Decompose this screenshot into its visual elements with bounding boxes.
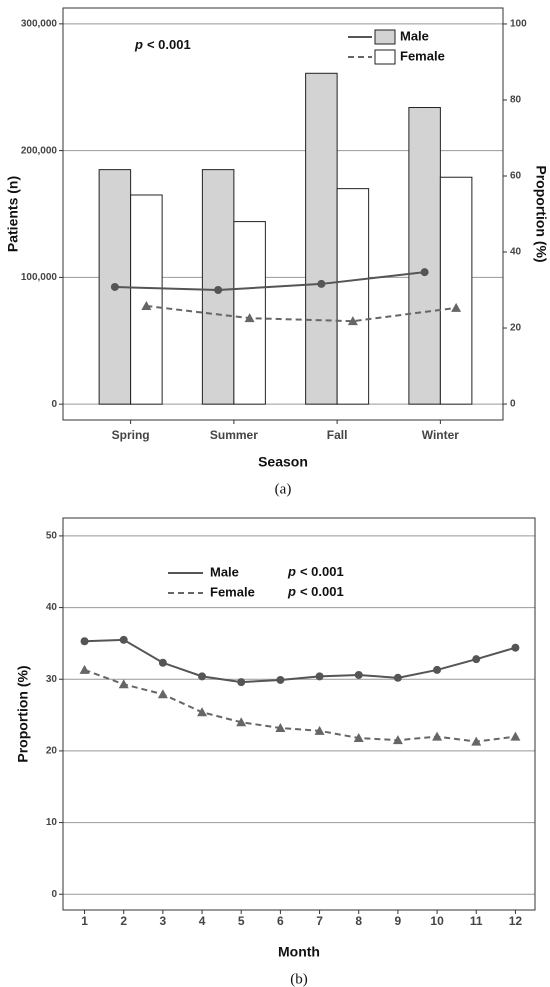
x-tick-label: 8 [355, 914, 362, 928]
marker [354, 670, 363, 679]
caption: (a) [275, 481, 292, 497]
legend-label: Male [400, 28, 429, 43]
y2-axis-title: Proportion (%) [533, 165, 549, 262]
line [114, 271, 425, 292]
y2-tick-label: 0 [510, 399, 516, 410]
x-tick-label: 6 [277, 914, 284, 928]
annotation-text: < 0.001 [147, 37, 191, 52]
marker [141, 300, 152, 310]
bar [439, 176, 473, 405]
marker [119, 635, 128, 644]
annotation: p < 0.001 [134, 37, 191, 52]
marker [244, 313, 255, 323]
legend-swatch [374, 49, 396, 65]
legend-label: Female [210, 584, 255, 599]
x-tick-label: 9 [395, 914, 402, 928]
y-axis-title: Proportion (%) [15, 665, 31, 762]
x-tick-label: 12 [509, 914, 523, 928]
annotation-italic: p [134, 37, 143, 52]
marker [433, 665, 442, 674]
y-tick-label: 20 [46, 746, 58, 757]
marker [315, 672, 324, 681]
x-axis-title: Season [258, 454, 308, 470]
marker [317, 279, 326, 288]
marker [158, 658, 167, 667]
bar [336, 188, 370, 405]
marker [79, 664, 90, 674]
marker [511, 643, 520, 652]
x-tick-label: 10 [430, 914, 444, 928]
marker [472, 655, 481, 664]
x-tick-label: Spring [112, 428, 150, 442]
y-tick-label: 30 [46, 674, 58, 685]
caption: (b) [290, 971, 308, 987]
marker [197, 707, 208, 717]
marker [118, 679, 129, 689]
line [84, 668, 516, 743]
marker [392, 735, 403, 745]
y-tick-label: 40 [46, 602, 58, 613]
marker [353, 733, 364, 743]
y-tick-label: 100,000 [21, 272, 58, 283]
y-tick-label: 0 [51, 399, 57, 410]
annotation: p < 0.001 [287, 584, 344, 599]
marker [80, 637, 89, 646]
marker [393, 673, 402, 682]
plot-frame [62, 7, 504, 421]
marker [432, 731, 443, 741]
legend-label: Male [210, 564, 239, 579]
marker [236, 717, 247, 727]
y-axis-title: Patients (n) [5, 176, 21, 252]
y-tick-label: 0 [51, 889, 57, 900]
x-tick-label: Summer [210, 428, 258, 442]
marker [275, 722, 286, 732]
bar [305, 72, 338, 405]
marker [198, 672, 207, 681]
marker [276, 675, 285, 684]
y2-tick-label: 100 [510, 19, 527, 30]
x-tick-label: 7 [316, 914, 323, 928]
x-axis-title: Month [278, 944, 320, 960]
x-tick-label: 4 [199, 914, 206, 928]
annotation-italic: p [287, 564, 296, 579]
bar [233, 221, 266, 405]
y2-tick-label: 40 [510, 247, 522, 258]
marker [157, 689, 168, 699]
y-tick-label: 300,000 [21, 18, 58, 29]
x-tick-label: Winter [422, 428, 460, 442]
annotation-italic: p [287, 584, 296, 599]
x-tick-label: 5 [238, 914, 245, 928]
bar [130, 194, 163, 405]
x-tick-label: Fall [327, 428, 348, 442]
y2-tick-label: 60 [510, 171, 522, 182]
legend-swatch [374, 29, 396, 45]
annotation: p < 0.001 [287, 564, 344, 579]
marker [237, 678, 246, 687]
marker [420, 268, 429, 277]
marker [214, 286, 223, 295]
plot-frame [62, 517, 536, 911]
y-tick-label: 10 [46, 817, 58, 828]
line [84, 638, 516, 684]
y2-tick-label: 20 [510, 323, 522, 334]
marker [471, 736, 482, 746]
x-tick-label: 3 [160, 914, 167, 928]
x-tick-label: 11 [470, 914, 483, 928]
marker [110, 282, 119, 291]
y-tick-label: 50 [46, 531, 58, 542]
marker [347, 316, 358, 326]
marker [510, 731, 521, 741]
line [146, 304, 457, 323]
y2-tick-label: 80 [510, 95, 522, 106]
x-tick-label: 2 [120, 914, 127, 928]
x-tick-label: 1 [81, 914, 88, 928]
legend-label: Female [400, 48, 445, 63]
marker [451, 302, 462, 312]
annotation-text: < 0.001 [300, 584, 344, 599]
y-tick-label: 200,000 [21, 145, 58, 156]
bar [408, 107, 441, 405]
marker [314, 725, 325, 735]
annotation-text: < 0.001 [300, 564, 344, 579]
